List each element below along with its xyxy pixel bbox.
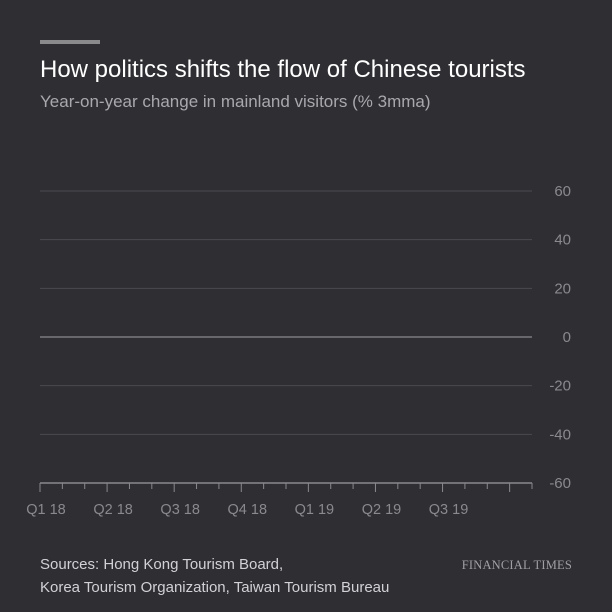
- sources-line-1: Sources: Hong Kong Tourism Board,: [40, 556, 284, 573]
- x-tick-label: Q4 18: [228, 502, 268, 518]
- top-rule: [40, 40, 100, 44]
- ft-logo: FINANCIAL TIMES: [461, 558, 572, 572]
- x-tick-label: Q3 18: [160, 502, 200, 518]
- x-tick-label: Q3 19: [429, 502, 469, 518]
- x-tick-label: Q2 18: [93, 502, 133, 518]
- y-tick-label: 0: [563, 329, 571, 346]
- y-tick-label: 40: [554, 232, 571, 249]
- x-tick-label: Q2 19: [362, 502, 402, 518]
- sources-note: Sources: Hong Kong Tourism Board, Korea …: [40, 553, 460, 599]
- y-tick-label: -20: [549, 378, 571, 395]
- y-tick-label: 60: [554, 183, 571, 200]
- x-tick-label: Q1 19: [295, 502, 335, 518]
- y-tick-label: -60: [549, 475, 571, 492]
- y-tick-label: 20: [554, 280, 571, 297]
- sources-line-2: Korea Tourism Organization, Taiwan Touri…: [40, 579, 390, 596]
- chart-subtitle: Year-on-year change in mainland visitors…: [40, 92, 431, 111]
- chart-title: How politics shifts the flow of Chinese …: [40, 56, 526, 83]
- x-tick-label: Q1 18: [26, 502, 66, 518]
- y-tick-label: -40: [549, 426, 571, 443]
